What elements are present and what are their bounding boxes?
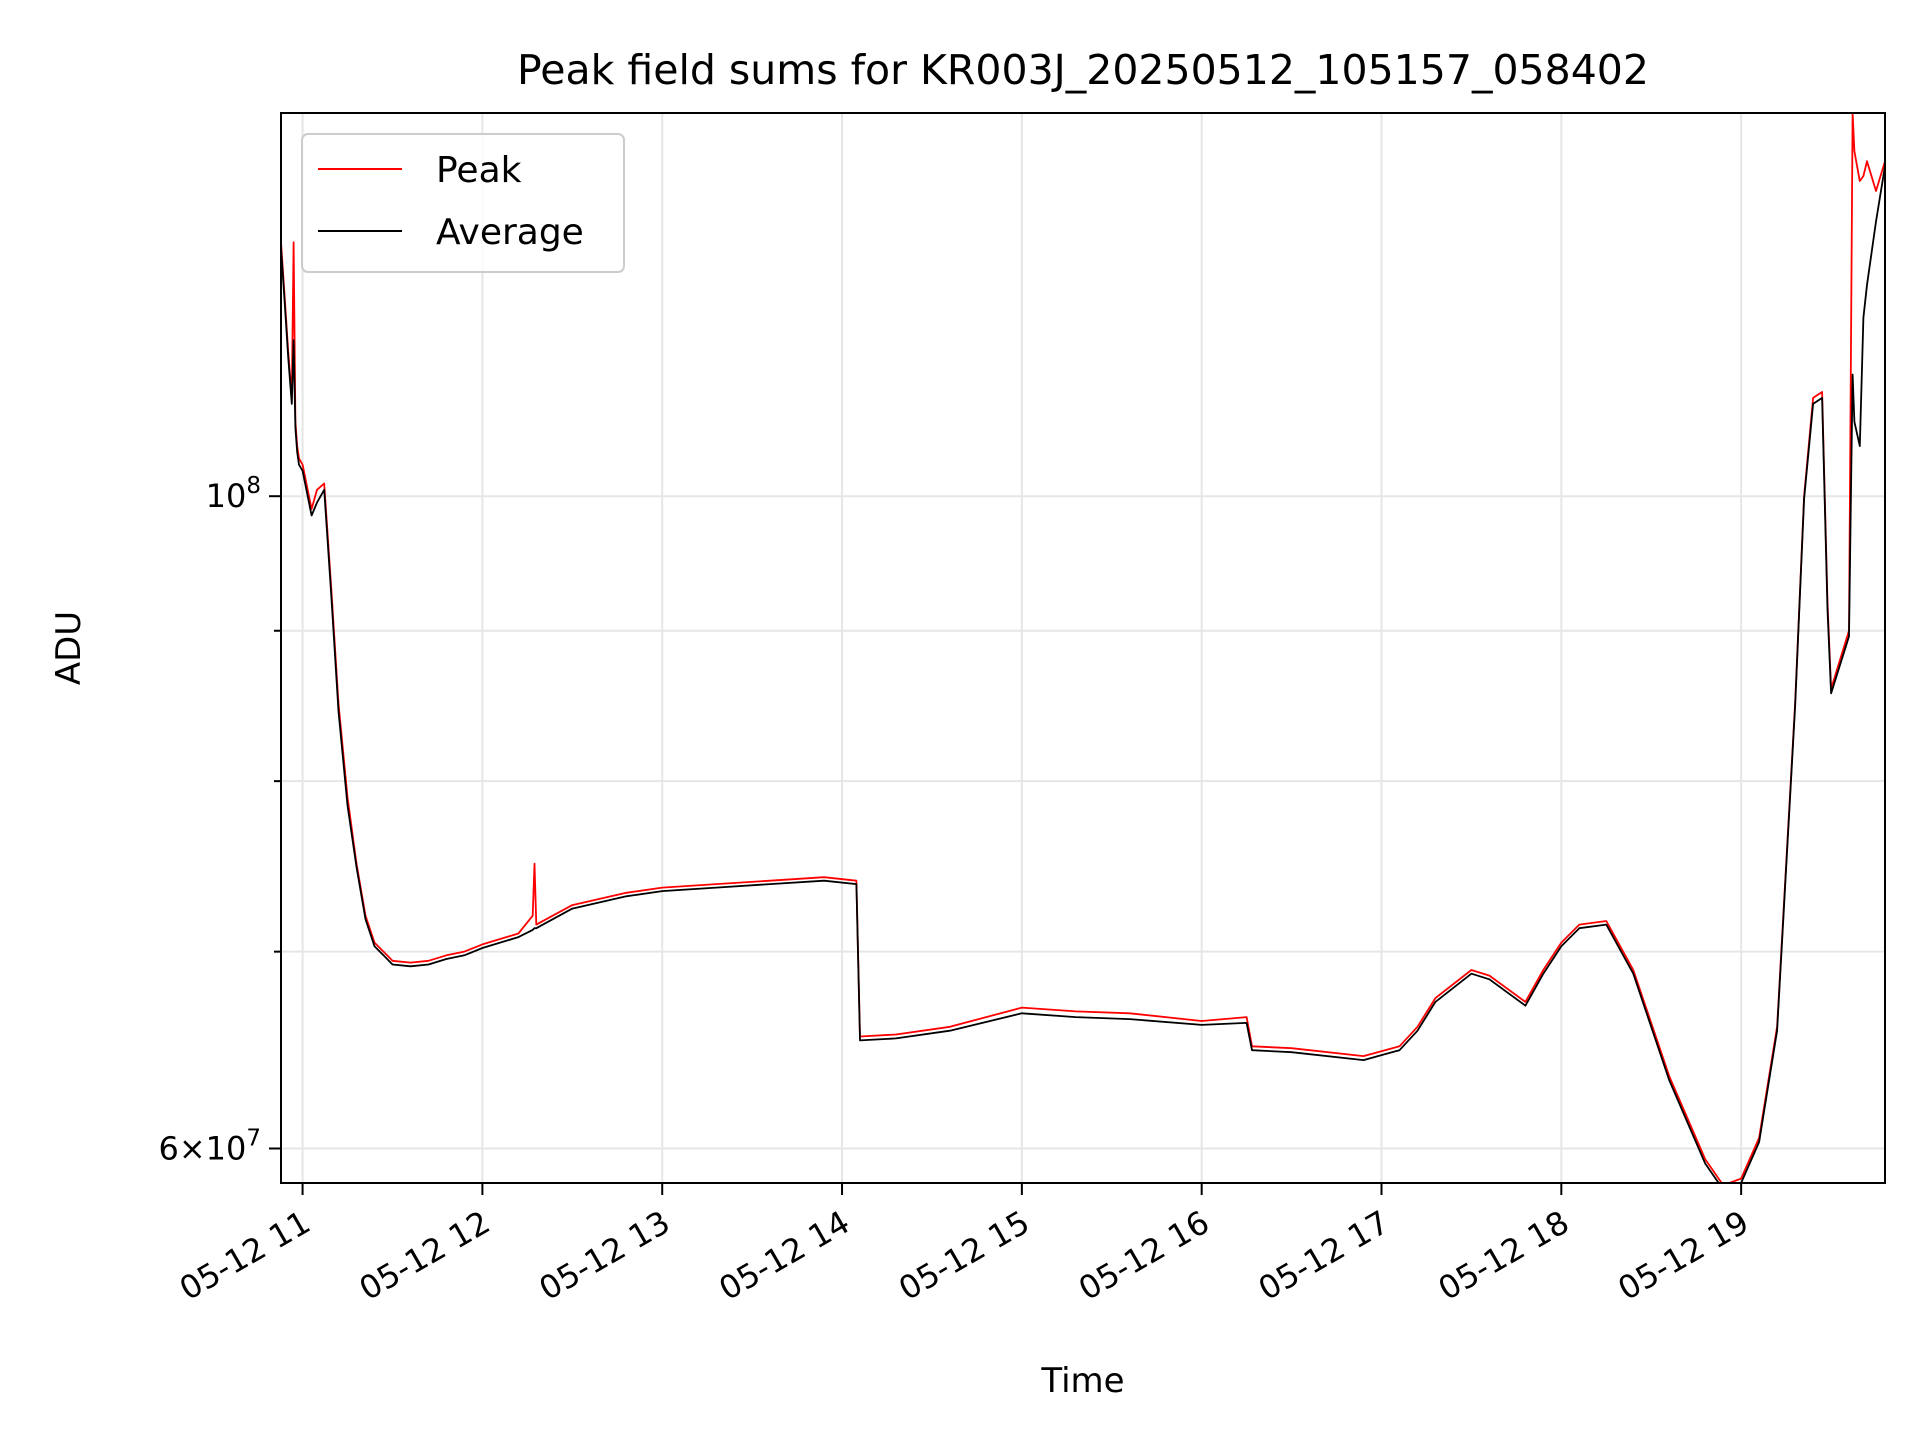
x-tick-label: 05-12 17: [1252, 1203, 1396, 1308]
grid: [281, 113, 1885, 1183]
plot-area: [281, 113, 1885, 1183]
y-tick-label: 108: [206, 473, 261, 515]
x-tick-label: 05-12 11: [173, 1203, 317, 1308]
legend-label-peak: Peak: [436, 150, 522, 191]
x-tick-label: 05-12 13: [533, 1203, 677, 1308]
x-tick-label: 05-12 14: [712, 1203, 856, 1308]
series-line-peak: [281, 113, 1885, 1183]
series-line-average: [281, 165, 1885, 1183]
legend: Peak Average: [301, 133, 625, 273]
x-axis-label: Time: [1040, 1361, 1124, 1401]
y-axis-label: ADU: [49, 611, 89, 685]
x-tick-label: 05-12 18: [1432, 1203, 1576, 1308]
legend-label-average: Average: [436, 212, 584, 253]
axes-frame: [280, 112, 1886, 1184]
x-tick-label: 05-12 16: [1072, 1203, 1216, 1308]
y-axis: 108 6×107: [158, 473, 281, 1167]
x-tick-label: 05-12 15: [892, 1203, 1036, 1308]
y-tick-label: 6×107: [158, 1125, 261, 1167]
chart-title: Peak field sums for KR003J_20250512_1051…: [517, 46, 1649, 94]
x-axis: 05-12 11 05-12 12 05-12 13 05-12 14 05-12 15…: [173, 1183, 1755, 1308]
x-tick-label: 05-12 12: [353, 1203, 497, 1308]
x-tick-label: 05-12 19: [1612, 1203, 1756, 1308]
